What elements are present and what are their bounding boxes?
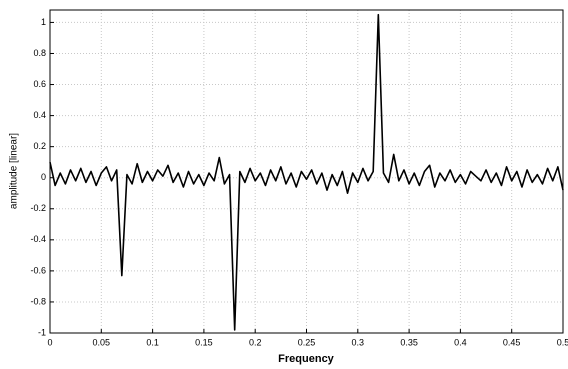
x-tick-label: 0.2 bbox=[249, 337, 262, 347]
y-tick-label: 0 bbox=[41, 172, 46, 182]
y-tick-label: -0.8 bbox=[30, 296, 46, 306]
y-tick-label: -1 bbox=[38, 327, 46, 337]
data-line bbox=[49, 13, 564, 331]
y-tick-label: -0.2 bbox=[30, 203, 46, 213]
x-tick-label: 0.35 bbox=[400, 337, 418, 347]
x-tick-label: 0.45 bbox=[503, 337, 521, 347]
x-tick-label: 0.15 bbox=[195, 337, 213, 347]
y-tick-label: 0.4 bbox=[33, 110, 46, 120]
x-tick-label: 0 bbox=[47, 337, 52, 347]
y-tick-label: 0.8 bbox=[33, 48, 46, 58]
y-tick-label: 0.6 bbox=[33, 79, 46, 89]
x-tick-label: 0.4 bbox=[454, 337, 467, 347]
x-tick-label: 0.5 bbox=[557, 337, 568, 347]
x-axis-label: Frequency bbox=[278, 353, 335, 365]
x-tick-label: 0.25 bbox=[298, 337, 316, 347]
x-tick-label: 0.1 bbox=[146, 337, 159, 347]
y-tick-label: 0.2 bbox=[33, 141, 46, 151]
y-tick-label: 1 bbox=[41, 17, 46, 27]
plot-frame bbox=[49, 9, 564, 334]
y-tick-label: -0.6 bbox=[30, 265, 46, 275]
y-tick-label: -0.4 bbox=[30, 234, 46, 244]
y-axis-label: amplitude [linear] bbox=[9, 133, 20, 209]
x-tick-label: 0.3 bbox=[352, 337, 365, 347]
x-tick-label: 0.05 bbox=[93, 337, 111, 347]
